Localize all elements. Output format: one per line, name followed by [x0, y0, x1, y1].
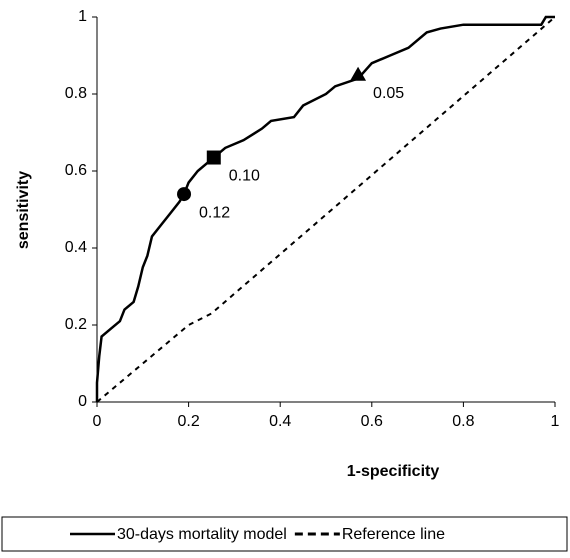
y-tick-label: 0.4	[65, 239, 87, 256]
x-tick-label: 0.6	[361, 413, 383, 430]
legend-box	[1, 516, 568, 552]
x-tick-label: 0.2	[177, 413, 199, 430]
marker-label: 0.05	[373, 85, 404, 102]
y-tick-label: 0.6	[65, 162, 87, 179]
marker	[350, 66, 367, 81]
series-line	[95, 15, 555, 402]
y-tick-label: 0.8	[65, 85, 87, 102]
x-tick-label: 0	[93, 413, 102, 430]
marker-label: 0.10	[229, 168, 260, 185]
x-tick-label: 0.8	[452, 413, 474, 430]
legend-label: Reference line	[342, 526, 445, 543]
x-tick-label: 0.4	[269, 413, 291, 430]
y-tick-label: 0	[78, 393, 87, 410]
marker	[177, 187, 192, 202]
series-line	[96, 16, 556, 403]
legend-label: 30-days mortality model	[117, 526, 287, 543]
y-tick-label: 1	[78, 8, 87, 25]
y-axis-label: sensitivity	[15, 171, 32, 249]
marker-label: 0.12	[199, 204, 230, 221]
x-tick-label: 1	[551, 413, 560, 430]
marker	[206, 150, 221, 165]
y-tick-label: 0.2	[65, 316, 87, 333]
x-axis-label: 1-specificity	[347, 463, 440, 480]
